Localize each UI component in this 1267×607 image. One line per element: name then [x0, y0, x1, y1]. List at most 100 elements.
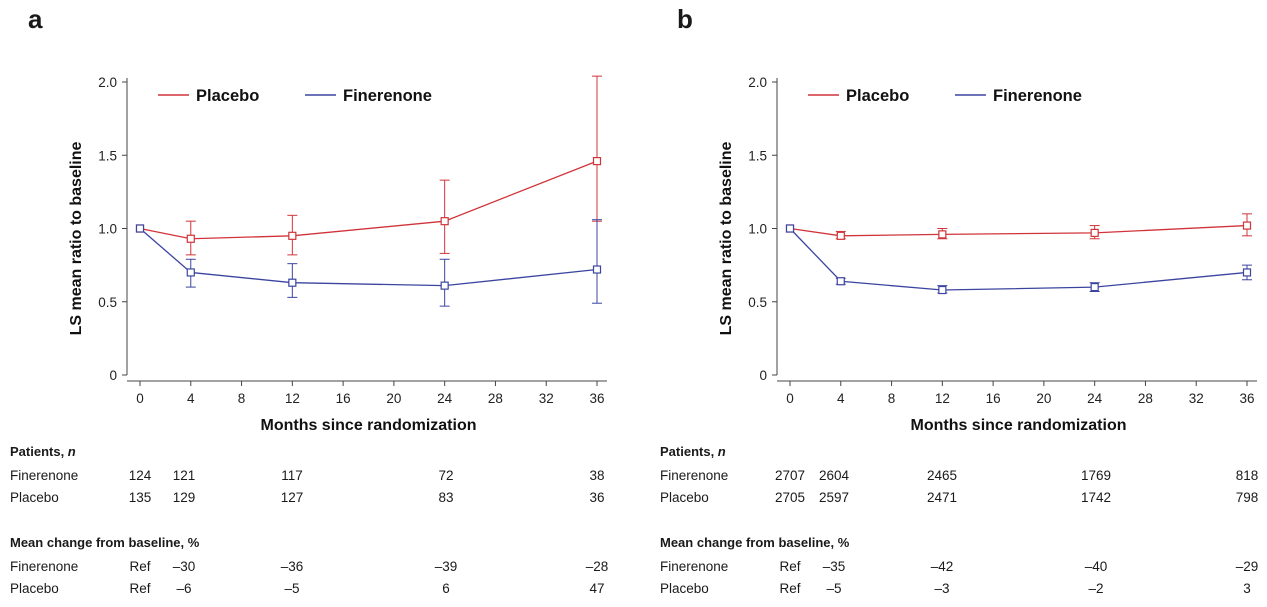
- data-point-placebo: [592, 157, 602, 166]
- data-point-finerenone: [836, 277, 845, 286]
- table-cell: 3: [1243, 581, 1251, 596]
- table-cell: 47: [589, 581, 605, 596]
- x-axis-label: Months since randomization: [260, 417, 476, 434]
- x-tick-label: 20: [1036, 391, 1051, 406]
- x-tick-label: 36: [1239, 391, 1254, 406]
- data-point-placebo: [186, 234, 195, 243]
- table-row-label: Finerenone: [660, 468, 729, 483]
- table-row-label: Finerenone: [10, 559, 79, 574]
- data-point-placebo: [1242, 221, 1252, 230]
- y-tick-label: 2.0: [98, 75, 117, 90]
- table-row-label: Placebo: [10, 581, 59, 596]
- x-tick-label: 28: [1138, 391, 1153, 406]
- table-cell: –2: [1088, 581, 1104, 596]
- table-row-label: Finerenone: [10, 468, 79, 483]
- x-tick-label: 36: [589, 391, 604, 406]
- y-tick-label: 1.5: [98, 148, 117, 163]
- table-cell: 38: [589, 468, 605, 483]
- data-point-finerenone: [135, 224, 145, 233]
- table-cell: 2471: [926, 490, 958, 505]
- data-point-finerenone: [440, 281, 449, 290]
- table-cell: –36: [280, 559, 304, 574]
- x-tick-label: 24: [1087, 391, 1103, 406]
- table-cell: Ref: [779, 581, 801, 596]
- x-tick-label: 16: [336, 391, 351, 406]
- x-tick-label: 28: [488, 391, 503, 406]
- x-tick-label: 20: [386, 391, 401, 406]
- legend-label: Placebo: [846, 87, 909, 105]
- data-point-finerenone: [186, 268, 195, 277]
- table-cell: –30: [172, 559, 196, 574]
- table-cell: Ref: [129, 581, 151, 596]
- x-tick-label: 4: [837, 391, 845, 406]
- x-tick-label: 4: [187, 391, 195, 406]
- panel-letter: a: [28, 4, 43, 34]
- data-point-finerenone: [785, 224, 795, 233]
- y-tick-label: 0.5: [748, 295, 767, 310]
- table-cell: –3: [934, 581, 950, 596]
- y-tick-label: 1.5: [748, 148, 767, 163]
- table-cell: –40: [1084, 559, 1108, 574]
- y-tick-label: 0: [759, 368, 767, 383]
- x-tick-label: 0: [136, 391, 144, 406]
- data-point-finerenone: [1090, 283, 1099, 292]
- table-cell: 135: [128, 490, 152, 505]
- legend-label: Finerenone: [343, 87, 432, 105]
- y-tick-label: 1.0: [98, 222, 117, 237]
- table-cell: 1742: [1080, 490, 1112, 505]
- table-cell: 798: [1235, 490, 1259, 505]
- table-title: Patients, n: [10, 444, 76, 459]
- table-row-label: Finerenone: [660, 559, 729, 574]
- table-cell: 121: [172, 468, 196, 483]
- table-row-label: Placebo: [660, 581, 709, 596]
- table-cell: –39: [434, 559, 458, 574]
- table-row-label: Placebo: [10, 490, 59, 505]
- y-axis-label: LS mean ratio to baseline: [718, 141, 735, 335]
- table-cell: 129: [172, 490, 196, 505]
- y-tick-label: 0: [109, 368, 117, 383]
- legend-label: Finerenone: [993, 87, 1082, 105]
- data-point-finerenone: [288, 278, 297, 287]
- panel-letter: b: [677, 4, 693, 34]
- series-line-finerenone: [139, 228, 598, 287]
- table-cell: 2604: [818, 468, 850, 483]
- x-tick-label: 8: [238, 391, 246, 406]
- table-cell: 2705: [774, 490, 806, 505]
- data-point-placebo: [1090, 228, 1099, 237]
- y-tick-label: 2.0: [748, 75, 767, 90]
- data-point-placebo: [440, 217, 449, 226]
- panel-a: a 0 0.5 1.0 1.5 2.0 0 4 8 12 16 20 24 28 32 36 Months s…: [0, 0, 630, 607]
- table-title: Mean change from baseline, %: [660, 535, 850, 550]
- table-cell: 124: [128, 468, 152, 483]
- table-cell: –29: [1235, 559, 1259, 574]
- table-title: Patients, n: [660, 444, 726, 459]
- table-cell: 818: [1235, 468, 1259, 483]
- series-line-placebo: [139, 160, 598, 240]
- x-tick-label: 32: [539, 391, 554, 406]
- table-cell: 36: [589, 490, 605, 505]
- table-cell: –28: [585, 559, 609, 574]
- table-cell: 1769: [1080, 468, 1112, 483]
- x-tick-label: 12: [935, 391, 950, 406]
- table-cell: –6: [176, 581, 192, 596]
- table-row-label: Placebo: [660, 490, 709, 505]
- data-point-placebo: [938, 230, 947, 239]
- table-cell: 83: [438, 490, 454, 505]
- line-chart: 0 0.5 1.0 1.5 2.0 0 4 8 12 16 20 24 28 32 36 Months sin…: [718, 75, 1257, 434]
- x-tick-label: 0: [786, 391, 794, 406]
- table-cell: –5: [826, 581, 842, 596]
- x-axis-label: Months since randomization: [910, 417, 1126, 434]
- x-tick-label: 16: [986, 391, 1001, 406]
- series-line-finerenone: [789, 228, 1248, 291]
- table-cell: 127: [280, 490, 304, 505]
- table-cell: 2597: [818, 490, 850, 505]
- line-chart: 0 0.5 1.0 1.5 2.0 0 4 8 12 16 20 24 28 32 36 Months sin…: [68, 75, 607, 434]
- data-point-placebo: [288, 231, 297, 240]
- data-point-finerenone: [1242, 268, 1252, 277]
- table-cell: 72: [438, 468, 454, 483]
- data-point-finerenone: [592, 265, 602, 274]
- table-cell: 2707: [774, 468, 806, 483]
- legend-label: Placebo: [196, 87, 259, 105]
- series-line-placebo: [789, 224, 1248, 237]
- y-tick-label: 1.0: [748, 222, 767, 237]
